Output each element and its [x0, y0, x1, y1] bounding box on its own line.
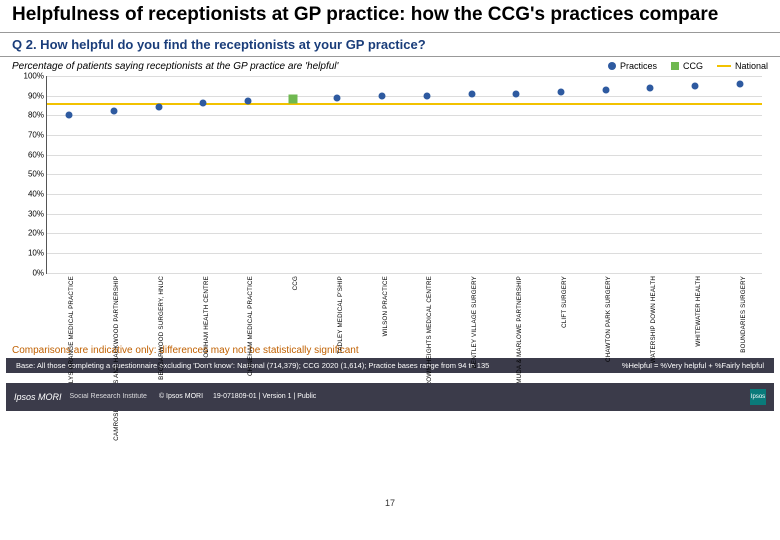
- x-tick-label: CCG: [292, 276, 299, 290]
- x-tick-label: TADLEY MEDICAL P'SHIP: [337, 276, 344, 354]
- question-text: Q 2. How helpful do you find the recepti…: [12, 37, 768, 52]
- x-tick-label: BENTLEY VILLAGE SURGERY: [471, 276, 478, 368]
- ipsos-icon: Ipsos: [750, 389, 766, 405]
- practice-marker: [423, 92, 430, 99]
- practice-marker: [736, 80, 743, 87]
- legend-practices: Practices: [608, 61, 657, 71]
- x-tick-label: BOUNDARIES SURGERY: [740, 276, 747, 353]
- practice-marker: [602, 86, 609, 93]
- y-tick-label: 90%: [28, 91, 47, 100]
- chart: 0%10%20%30%40%50%60%70%80%90%100% BRAMBL…: [12, 74, 768, 344]
- footer-logo: Ipsos MORI: [14, 392, 62, 402]
- legend-ccg-label: CCG: [683, 61, 703, 71]
- x-tick-label: WHITEWATER HEALTH: [695, 276, 702, 347]
- legend-ccg: CCG: [671, 61, 703, 71]
- x-tick-label: BERMUDA & MARLOWE PARTNERSHIP: [516, 276, 523, 397]
- footer-copyright: © Ipsos MORI: [159, 393, 203, 400]
- x-tick-label: CHAWTON PARK SURGERY: [605, 276, 612, 362]
- x-tick-label: CLIFT SURGERY: [561, 276, 568, 328]
- x-tick-label: WATERSHIP DOWN HEALTH: [650, 276, 657, 363]
- practice-marker: [513, 90, 520, 97]
- x-tick-label: CHINEHAM MEDICAL PRACTICE: [247, 276, 254, 376]
- x-labels: BRAMBLYS GRANGE MEDICAL PRACTICECAMROSE,…: [46, 276, 762, 344]
- y-tick-label: 40%: [28, 190, 47, 199]
- ccg-marker: [288, 95, 297, 104]
- gridline: [47, 76, 762, 77]
- gridline: [47, 155, 762, 156]
- ccg-swatch: [671, 62, 679, 70]
- base-text-right: %Helpful = %Very helpful + %Fairly helpf…: [622, 361, 764, 370]
- subtitle: Percentage of patients saying receptioni…: [12, 61, 608, 72]
- gridline: [47, 273, 762, 274]
- national-swatch: [717, 65, 731, 67]
- x-tick-label: WILSON PRACTICE: [382, 276, 389, 336]
- practice-marker: [111, 108, 118, 115]
- gridline: [47, 96, 762, 97]
- x-tick-label: ODIHAM HEALTH CENTRE: [203, 276, 210, 358]
- plot-area: 0%10%20%30%40%50%60%70%80%90%100%: [46, 76, 762, 274]
- gridline: [47, 214, 762, 215]
- practice-marker: [691, 82, 698, 89]
- gridline: [47, 194, 762, 195]
- base-band: Base: All those completing a questionnai…: [6, 358, 774, 373]
- footer-ref: 19-071809-01 | Version 1 | Public: [213, 393, 316, 400]
- y-tick-label: 0%: [32, 268, 47, 277]
- x-tick-label: CROWN HEIGHTS MEDICAL CENTRE: [426, 276, 433, 391]
- legend-national-label: National: [735, 61, 768, 71]
- practices-swatch: [608, 62, 616, 70]
- footer: Ipsos MORI Social Research Institute © I…: [6, 383, 774, 411]
- y-tick-label: 100%: [24, 71, 47, 80]
- practice-marker: [334, 94, 341, 101]
- practice-marker: [66, 112, 73, 119]
- question-band: Q 2. How helpful do you find the recepti…: [0, 32, 780, 57]
- practice-marker: [200, 100, 207, 107]
- practice-marker: [155, 104, 162, 111]
- gridline: [47, 135, 762, 136]
- x-tick-label: CAMROSE, GILLIES AND HACKWOOD PARTNERSHI…: [113, 276, 120, 441]
- footer-sri: Social Research Institute: [70, 393, 147, 400]
- legend: Practices CCG National: [608, 61, 768, 71]
- gridline: [47, 233, 762, 234]
- y-tick-label: 20%: [28, 229, 47, 238]
- practice-marker: [379, 92, 386, 99]
- gridline: [47, 115, 762, 116]
- practice-marker: [647, 84, 654, 91]
- page-title: Helpfulness of receptionists at GP pract…: [12, 4, 768, 26]
- x-tick-label: BEGGARWOOD SURGERY, HNUC: [158, 276, 165, 380]
- gridline: [47, 253, 762, 254]
- y-tick-label: 10%: [28, 249, 47, 258]
- practice-marker: [468, 90, 475, 97]
- y-tick-label: 80%: [28, 111, 47, 120]
- y-tick-label: 70%: [28, 130, 47, 139]
- y-tick-label: 60%: [28, 150, 47, 159]
- gridline: [47, 174, 762, 175]
- legend-practices-label: Practices: [620, 61, 657, 71]
- title-block: Helpfulness of receptionists at GP pract…: [0, 0, 780, 28]
- page-number: 17: [385, 498, 395, 508]
- y-tick-label: 30%: [28, 209, 47, 218]
- y-tick-label: 50%: [28, 170, 47, 179]
- subtitle-row: Percentage of patients saying receptioni…: [0, 57, 780, 74]
- legend-national: National: [717, 61, 768, 71]
- practice-marker: [245, 98, 252, 105]
- national-line: [47, 103, 762, 105]
- practice-marker: [557, 88, 564, 95]
